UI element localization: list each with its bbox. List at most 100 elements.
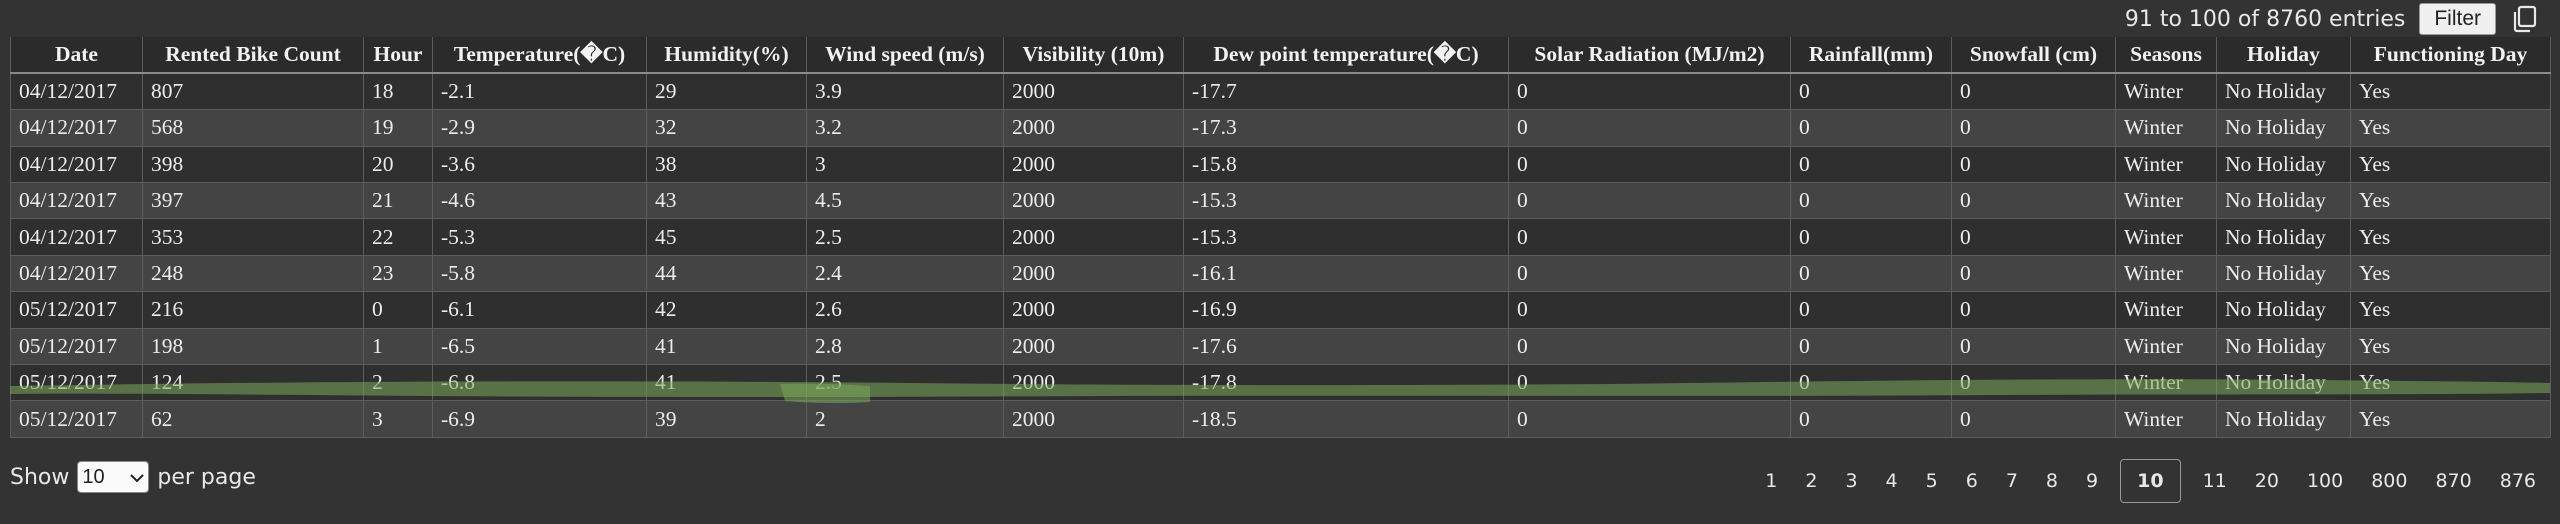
page-size-value: 10 bbox=[82, 465, 105, 488]
table-cell: 44 bbox=[646, 254, 807, 293]
page-button[interactable]: 7 bbox=[2005, 470, 2018, 492]
table-cell: -6.8 bbox=[432, 364, 647, 402]
table-cell: Winter bbox=[2115, 145, 2217, 184]
chevron-down-icon bbox=[130, 466, 145, 489]
column-header[interactable]: Visibility (10m) bbox=[1003, 37, 1184, 75]
table-cell: 2000 bbox=[1003, 327, 1184, 366]
column-header[interactable]: Snowfall (cm) bbox=[1951, 37, 2116, 75]
column-header[interactable]: Date bbox=[10, 37, 143, 75]
table-cell: 3 bbox=[363, 400, 433, 438]
page-button[interactable]: 8 bbox=[2045, 470, 2059, 492]
table-cell: 0 bbox=[1790, 109, 1952, 147]
table-cell: No Holiday bbox=[2216, 109, 2351, 147]
table-cell: 0 bbox=[1508, 254, 1791, 293]
table-cell: 0 bbox=[1951, 291, 2116, 329]
page-button[interactable]: 9 bbox=[2086, 470, 2099, 492]
page-size-control: Show 10 per page bbox=[10, 461, 256, 493]
table-cell: 0 bbox=[1508, 109, 1791, 147]
table-cell: 32 bbox=[646, 109, 807, 147]
table-cell: 0 bbox=[1508, 291, 1791, 329]
copy-icon[interactable] bbox=[2510, 4, 2540, 34]
table-cell: Yes bbox=[2350, 254, 2551, 293]
table-cell: Winter bbox=[2115, 218, 2217, 256]
table-cell: 23 bbox=[363, 254, 433, 293]
table-cell: 38 bbox=[646, 145, 807, 184]
table-cell: 2.5 bbox=[806, 364, 1004, 402]
table-cell: 05/12/2017 bbox=[10, 327, 143, 366]
column-header[interactable]: Dew point temperature(�C) bbox=[1183, 37, 1509, 75]
table-cell: -15.3 bbox=[1183, 182, 1509, 220]
table-cell: Winter bbox=[2115, 254, 2217, 293]
data-table-container: Date Rented Bike Count Hour Temperature(�C)… bbox=[10, 37, 2551, 438]
page-size-select[interactable]: 10 bbox=[77, 461, 150, 493]
table-cell: 2000 bbox=[1003, 364, 1184, 402]
table-cell: 198 bbox=[142, 327, 364, 366]
table-cell: -2.9 bbox=[432, 109, 647, 147]
page-button[interactable]: 20 bbox=[2254, 470, 2279, 492]
table-cell: -6.9 bbox=[432, 400, 647, 438]
table-cell: 39 bbox=[646, 400, 807, 438]
table-cell: 0 bbox=[1508, 400, 1791, 438]
table-cell: -6.1 bbox=[432, 291, 647, 329]
table-cell: 0 bbox=[1951, 327, 2116, 366]
page-button[interactable]: 5 bbox=[1925, 470, 1938, 492]
table-footer: Show 10 per page 1 2 3 4 5 6 7 8 9 10 11 20 100 800 87… bbox=[10, 457, 2550, 507]
table-cell: 42 bbox=[646, 291, 807, 329]
table-cell: No Holiday bbox=[2216, 327, 2351, 366]
column-header[interactable]: Humidity(%) bbox=[646, 37, 807, 75]
page-button[interactable]: 3 bbox=[1845, 470, 1858, 492]
table-cell: No Holiday bbox=[2216, 218, 2351, 256]
page-button[interactable]: 800 bbox=[2371, 470, 2408, 492]
page-button[interactable]: 2 bbox=[1805, 470, 1818, 492]
page-button-current[interactable]: 10 bbox=[2120, 459, 2181, 503]
table-row: 04/12/2017 353 22 -5.3 45 2.5 2000 -15.3 0 0 0 Wint… bbox=[10, 218, 2551, 256]
page-button[interactable]: 4 bbox=[1885, 470, 1898, 492]
table-row: 05/12/2017 62 3 -6.9 39 2 2000 -18.5 0 0 0 Winter No… bbox=[10, 400, 2551, 438]
table-cell: 2.5 bbox=[806, 218, 1004, 256]
table-cell: 3.9 bbox=[806, 72, 1004, 111]
table-cell: 0 bbox=[1951, 182, 2116, 220]
table-cell: -17.6 bbox=[1183, 327, 1509, 366]
column-header[interactable]: Holiday bbox=[2216, 37, 2351, 75]
page-button[interactable]: 876 bbox=[2499, 470, 2536, 492]
table-cell: 2.4 bbox=[806, 254, 1004, 293]
table-cell: 2000 bbox=[1003, 72, 1184, 111]
table-cell: 0 bbox=[1508, 364, 1791, 402]
table-cell: 0 bbox=[1790, 254, 1952, 293]
column-header[interactable]: Solar Radiation (MJ/m2) bbox=[1508, 37, 1791, 75]
table-cell: Yes bbox=[2350, 218, 2551, 256]
page-button[interactable]: 11 bbox=[2202, 470, 2227, 492]
column-header[interactable]: Seasons bbox=[2115, 37, 2217, 75]
table-cell: Winter bbox=[2115, 364, 2217, 402]
table-cell: 0 bbox=[1951, 254, 2116, 293]
column-header[interactable]: Wind speed (m/s) bbox=[806, 37, 1004, 75]
table-cell: No Holiday bbox=[2216, 72, 2351, 111]
table-cell: 2 bbox=[363, 364, 433, 402]
filter-button[interactable]: Filter bbox=[2419, 3, 2496, 35]
column-header[interactable]: Temperature(�C) bbox=[432, 37, 647, 75]
page-button[interactable]: 100 bbox=[2306, 470, 2344, 492]
column-header[interactable]: Rainfall(mm) bbox=[1790, 37, 1952, 75]
table-cell: -4.6 bbox=[432, 182, 647, 220]
table-row: 05/12/2017 216 0 -6.1 42 2.6 2000 -16.9 0 0 0 Winte… bbox=[10, 291, 2551, 329]
table-cell: Winter bbox=[2115, 109, 2217, 147]
page-button[interactable]: 1 bbox=[1765, 470, 1778, 492]
column-header[interactable]: Functioning Day bbox=[2350, 37, 2551, 75]
page-button[interactable]: 6 bbox=[1965, 470, 1978, 492]
table-cell: 45 bbox=[646, 218, 807, 256]
table-cell: No Holiday bbox=[2216, 182, 2351, 220]
table-cell: 2000 bbox=[1003, 182, 1184, 220]
table-cell: Winter bbox=[2115, 400, 2217, 438]
table-cell: Yes bbox=[2350, 182, 2551, 220]
column-header[interactable]: Hour bbox=[363, 37, 433, 75]
table-cell: Winter bbox=[2115, 72, 2217, 111]
table-row: 04/12/2017 397 21 -4.6 43 4.5 2000 -15.3 0 0 0 Wint… bbox=[10, 182, 2551, 220]
column-header[interactable]: Rented Bike Count bbox=[142, 37, 364, 75]
page-button[interactable]: 870 bbox=[2435, 470, 2472, 492]
table-cell: 04/12/2017 bbox=[10, 254, 143, 293]
table-cell: -6.5 bbox=[432, 327, 647, 366]
table-cell: 20 bbox=[363, 145, 433, 184]
table-cell: Yes bbox=[2350, 291, 2551, 329]
table-cell: 04/12/2017 bbox=[10, 218, 143, 256]
table-cell: 398 bbox=[142, 145, 364, 184]
